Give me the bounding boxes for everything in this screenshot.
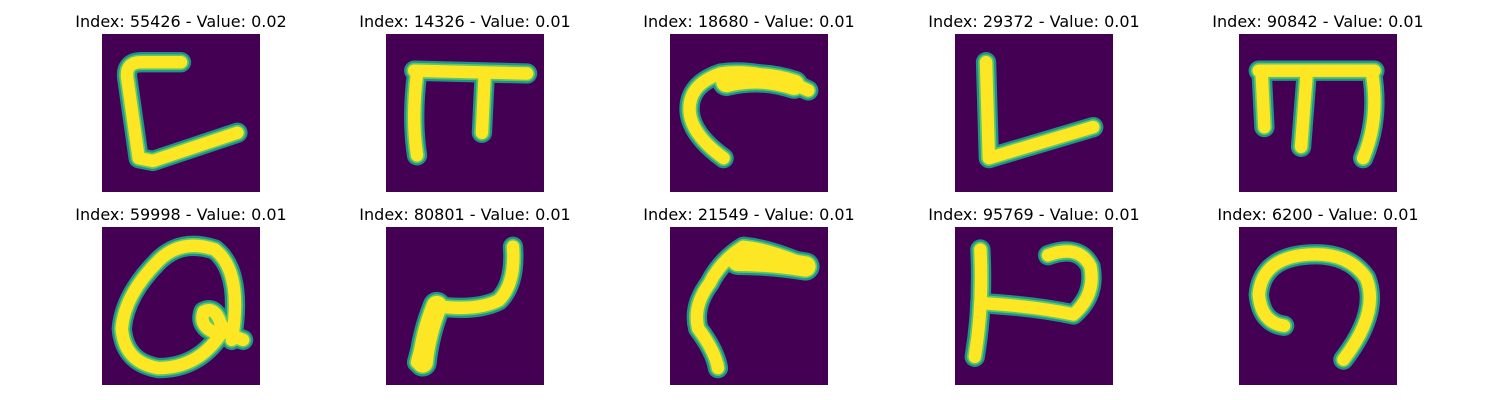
glyph-stroke bbox=[115, 239, 242, 375]
glyph-stroke bbox=[716, 68, 805, 95]
panel-title: Index: 90842 - Value: 0.01 bbox=[1212, 12, 1424, 31]
glyph-image bbox=[386, 34, 544, 192]
glyph-image bbox=[1239, 34, 1397, 192]
image-panel-5: Index: 90842 - Value: 0.01 bbox=[1178, 12, 1458, 192]
panel-title: Index: 59998 - Value: 0.01 bbox=[75, 205, 287, 224]
panel-title: Index: 29372 - Value: 0.01 bbox=[928, 12, 1140, 31]
glyph-stroke bbox=[690, 240, 815, 375]
image-panel-9: Index: 95769 - Value: 0.01 bbox=[894, 205, 1174, 385]
glyph-strokes bbox=[964, 239, 1102, 367]
glyph-strokes bbox=[1248, 244, 1381, 370]
glyph-stroke bbox=[196, 304, 250, 347]
glyph-image bbox=[955, 227, 1113, 385]
image-panel-1: Index: 55426 - Value: 0.02 bbox=[41, 12, 321, 192]
panel-title: Index: 55426 - Value: 0.02 bbox=[75, 12, 287, 31]
image-panel-3: Index: 18680 - Value: 0.01 bbox=[609, 12, 889, 192]
glyph-strokes bbox=[111, 235, 254, 379]
glyph-image bbox=[386, 227, 544, 385]
glyph-strokes bbox=[1248, 60, 1385, 169]
panel-title: Index: 6200 - Value: 0.01 bbox=[1217, 205, 1419, 224]
glyph-stroke bbox=[408, 64, 534, 80]
glyph-stroke bbox=[1356, 64, 1381, 165]
glyph-strokes bbox=[686, 236, 820, 379]
image-panel-8: Index: 21549 - Value: 0.01 bbox=[609, 205, 889, 385]
glyph-stroke bbox=[475, 67, 491, 139]
glyph-image bbox=[955, 34, 1113, 192]
panel-title: Index: 21549 - Value: 0.01 bbox=[643, 205, 855, 224]
glyph-stroke bbox=[974, 245, 1098, 321]
glyph-image bbox=[670, 34, 828, 192]
glyph-image bbox=[102, 227, 260, 385]
panel-title: Index: 80801 - Value: 0.01 bbox=[359, 205, 571, 224]
panel-title: Index: 14326 - Value: 0.01 bbox=[359, 12, 571, 31]
glyph-stroke bbox=[120, 56, 244, 168]
glyph-strokes bbox=[975, 52, 1104, 169]
glyph-stroke bbox=[979, 56, 1100, 165]
panel-title: Index: 95769 - Value: 0.01 bbox=[928, 205, 1140, 224]
glyph-image bbox=[1239, 227, 1397, 385]
glyph-stroke bbox=[412, 295, 447, 373]
image-panel-4: Index: 29372 - Value: 0.01 bbox=[894, 12, 1174, 192]
glyph-strokes bbox=[116, 52, 248, 172]
glyph-stroke bbox=[1255, 64, 1271, 134]
glyph-stroke bbox=[1252, 248, 1377, 366]
glyph-image bbox=[670, 227, 828, 385]
image-panel-7: Index: 80801 - Value: 0.01 bbox=[325, 205, 605, 385]
image-panel-2: Index: 14326 - Value: 0.01 bbox=[325, 12, 605, 192]
glyph-stroke bbox=[408, 67, 424, 162]
glyph-strokes bbox=[679, 62, 819, 169]
glyph-strokes bbox=[406, 236, 524, 377]
glyph-stroke bbox=[1294, 67, 1313, 154]
image-panel-10: Index: 6200 - Value: 0.01 bbox=[1178, 205, 1458, 385]
glyph-stroke bbox=[727, 250, 816, 277]
glyph-strokes bbox=[404, 60, 538, 166]
glyph-image bbox=[102, 34, 260, 192]
panel-title: Index: 18680 - Value: 0.01 bbox=[643, 12, 855, 31]
image-panel-6: Index: 59998 - Value: 0.01 bbox=[41, 205, 321, 385]
